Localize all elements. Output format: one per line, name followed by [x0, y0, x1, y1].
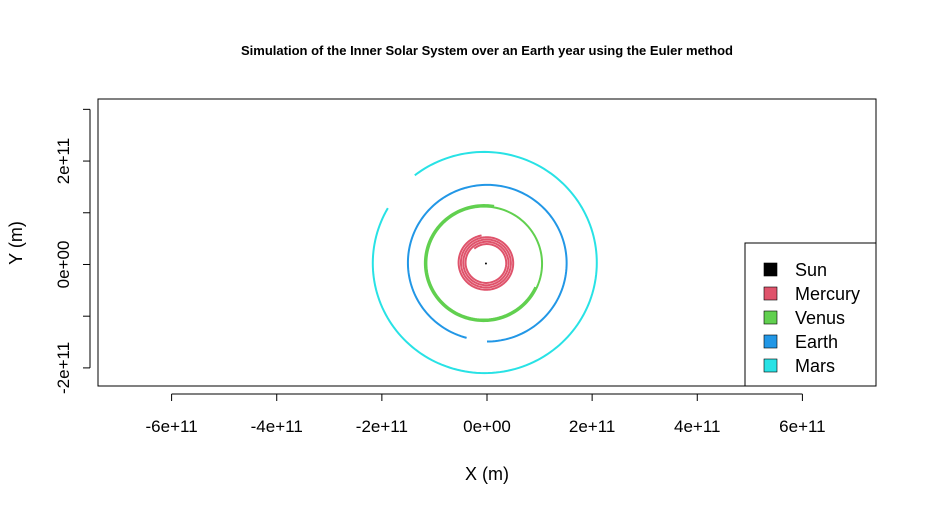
legend: Sun Mercury Venus Earth Mars: [744, 242, 877, 387]
legend-label-venus: Venus: [795, 308, 845, 328]
y-axis-label: Y (m): [6, 221, 26, 265]
x-tick-label: -2e+11: [356, 417, 408, 436]
x-tick-label: -4e+11: [251, 417, 303, 436]
x-axis-label: X (m): [465, 464, 509, 484]
chart-title: Simulation of the Inner Solar System ove…: [241, 43, 733, 58]
legend-swatch-sun: [763, 262, 778, 277]
legend-swatch-earth: [763, 334, 778, 349]
y-tick-label: 2e+11: [54, 138, 73, 184]
legend-label-mercury: Mercury: [795, 284, 860, 304]
y-tick-label: 0e+00: [54, 241, 73, 289]
sun-orbit-line: [484, 262, 487, 265]
x-tick-label: 2e+11: [569, 417, 615, 436]
legend-swatch-mars: [763, 358, 778, 373]
y-tick-label: -2e+11: [54, 342, 73, 394]
x-axis: -6e+11 -4e+11 -2e+11 0e+00 2e+11 4e+11 6e+11: [146, 393, 826, 436]
legend-swatch-venus: [763, 310, 778, 325]
legend-label-mars: Mars: [795, 356, 835, 376]
venus-orbit-line: [423, 204, 544, 323]
x-tick-label: -6e+11: [146, 417, 198, 436]
orbit-layer: [371, 150, 598, 375]
legend-swatch-mercury: [763, 286, 778, 301]
legend-label-earth: Earth: [795, 332, 838, 352]
x-tick-label: 6e+11: [779, 417, 825, 436]
x-tick-label: 4e+11: [674, 417, 720, 436]
mercury-orbit-line: [457, 234, 515, 291]
mars-orbit-line: [371, 150, 598, 375]
y-axis: -2e+11 0e+00 2e+11: [54, 108, 91, 394]
legend-label-sun: Sun: [795, 260, 827, 280]
x-tick-label: 0e+00: [463, 417, 511, 436]
earth-orbit-line: [406, 183, 568, 343]
